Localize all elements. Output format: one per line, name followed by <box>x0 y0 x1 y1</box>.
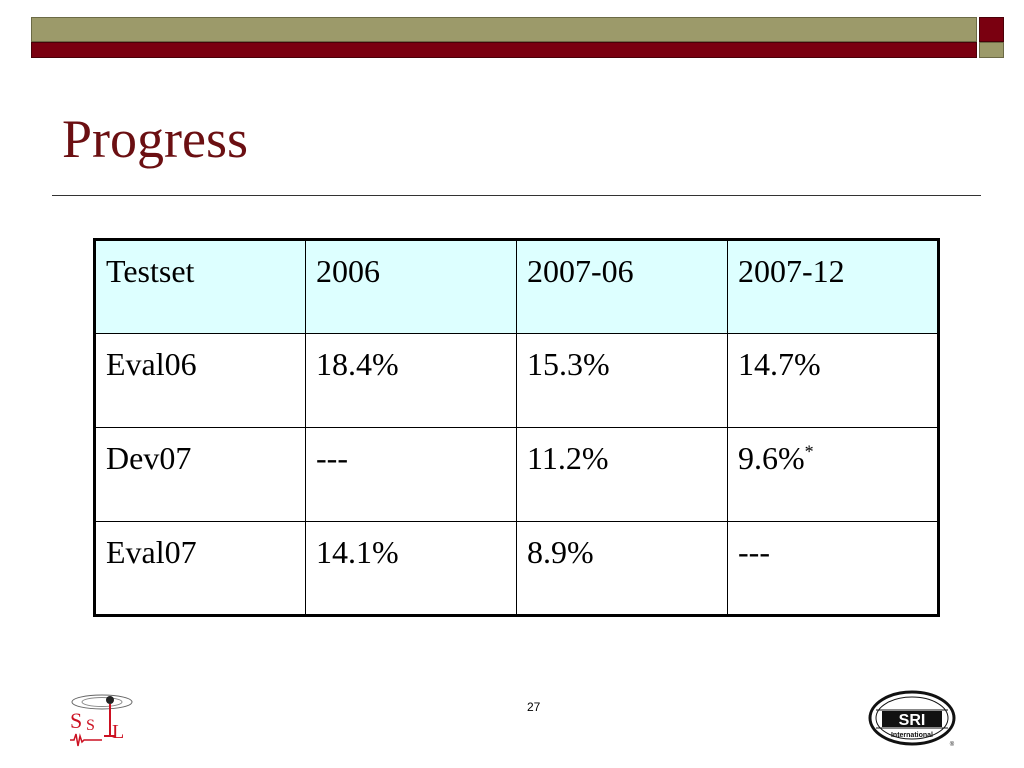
ssli-lab-logo-icon: S S L <box>70 694 133 747</box>
table-cell: 14.7% <box>727 333 939 428</box>
results-table: Testset 2006 2007-06 2007-12 Eval06 18.4… <box>93 238 940 617</box>
header-square-maroon <box>979 17 1004 42</box>
header-cell: 2007-06 <box>516 239 728 334</box>
title-divider <box>52 195 981 196</box>
table-cell: Eval07 <box>94 521 306 616</box>
svg-text:SRI: SRI <box>899 712 926 729</box>
svg-text:S: S <box>86 717 95 734</box>
footnote-marker: * <box>804 441 814 462</box>
table-row: Eval07 14.1% 8.9% --- <box>94 521 939 616</box>
page-number: 27 <box>527 700 541 714</box>
table-cell: --- <box>305 427 517 522</box>
svg-text:®: ® <box>950 741 955 748</box>
header-cell: Testset <box>94 239 306 334</box>
header-cell: 2006 <box>305 239 517 334</box>
table-cell: 8.9% <box>516 521 728 616</box>
table-cell: Dev07 <box>94 427 306 522</box>
header-cell: 2007-12 <box>727 239 939 334</box>
header-bar-olive <box>31 17 977 42</box>
table-header-row: Testset 2006 2007-06 2007-12 <box>94 239 939 334</box>
table-cell: 11.2% <box>516 427 728 522</box>
table-cell: --- <box>727 521 939 616</box>
table-cell: 18.4% <box>305 333 517 428</box>
header-square-olive <box>979 42 1004 58</box>
table-cell-footnoted: 9.6%* <box>727 427 939 522</box>
svg-text:S: S <box>70 708 82 733</box>
table-cell: 15.3% <box>516 333 728 428</box>
svg-text:International: International <box>891 732 933 739</box>
header-bar-maroon <box>31 42 977 58</box>
slide-title: Progress <box>62 109 248 169</box>
table-cell: 14.1% <box>305 521 517 616</box>
table-cell: Eval06 <box>94 333 306 428</box>
svg-text:L: L <box>112 721 124 743</box>
sri-international-logo-icon: SRI International ® <box>868 690 956 748</box>
table-cell-value: 9.6% <box>738 440 805 476</box>
table-row: Eval06 18.4% 15.3% 14.7% <box>94 333 939 428</box>
table-row: Dev07 --- 11.2% 9.6%* <box>94 427 939 522</box>
